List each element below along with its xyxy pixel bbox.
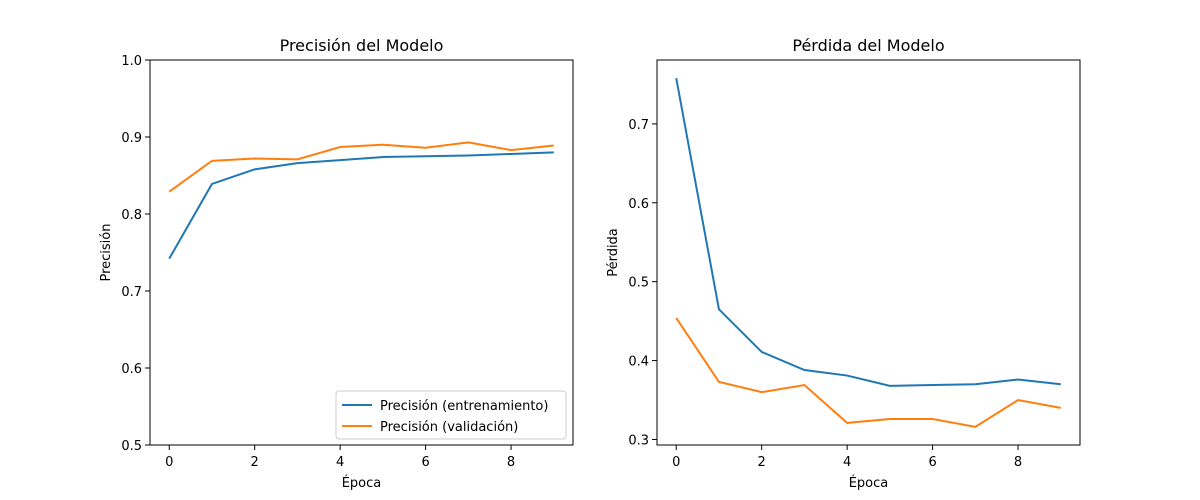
y-tick-label: 0.8 (121, 208, 142, 223)
y-axis-label: Precisión (99, 223, 114, 281)
legend: Precisión (entrenamiento) Precisión (vali… (335, 390, 567, 440)
chart-title: Precisión del Modelo (280, 36, 444, 55)
y-tick-label: 0.3 (628, 433, 649, 448)
x-tick-label: 6 (928, 455, 936, 470)
legend-label: Precisión (entrenamiento) (380, 399, 548, 414)
y-tick-label: 0.7 (628, 118, 649, 133)
y-tick-label: 0.6 (121, 362, 142, 377)
x-tick-label: 6 (421, 455, 429, 470)
series-line-1 (675, 77, 1061, 387)
y-tick-label: 0.7 (121, 285, 142, 300)
series-line-2 (675, 317, 1061, 428)
chart-1: 0 2 4 6 8 0.5 0.6 0.7 0.8 0.9 1.0 Precisión del Mod… (99, 36, 574, 491)
series-line-2 (168, 141, 554, 193)
plot-area-frame (656, 59, 1081, 446)
x-tick-label: 2 (251, 455, 259, 470)
x-axis-label: Época (342, 475, 382, 491)
legend-label: Precisión (validación) (380, 420, 518, 435)
legend-box (335, 390, 567, 440)
chart-title: Pérdida del Modelo (792, 36, 944, 55)
chart-2: 0 2 4 6 8 0.3 0.4 0.5 0.6 0.7 Pérdida del Modelo Ép… (606, 36, 1081, 491)
x-axis-label: Época (849, 475, 889, 491)
y-axis-label: Pérdida (606, 228, 621, 277)
x-tick-label: 0 (165, 455, 173, 470)
y-tick-label: 0.5 (121, 439, 142, 454)
x-tick-label: 0 (672, 455, 680, 470)
y-tick-label: 0.5 (628, 276, 649, 291)
x-tick-label: 8 (1014, 455, 1022, 470)
x-tick-label: 2 (758, 455, 766, 470)
x-tick-label: 4 (336, 455, 344, 470)
y-tick-label: 0.9 (121, 131, 142, 146)
y-tick-label: 1.0 (121, 54, 142, 69)
x-tick-label: 4 (843, 455, 851, 470)
y-tick-label: 0.4 (628, 355, 649, 370)
series-line-1 (168, 151, 554, 260)
x-tick-label: 8 (507, 455, 515, 470)
y-tick-label: 0.6 (628, 197, 649, 212)
plot-area-frame (149, 59, 574, 446)
